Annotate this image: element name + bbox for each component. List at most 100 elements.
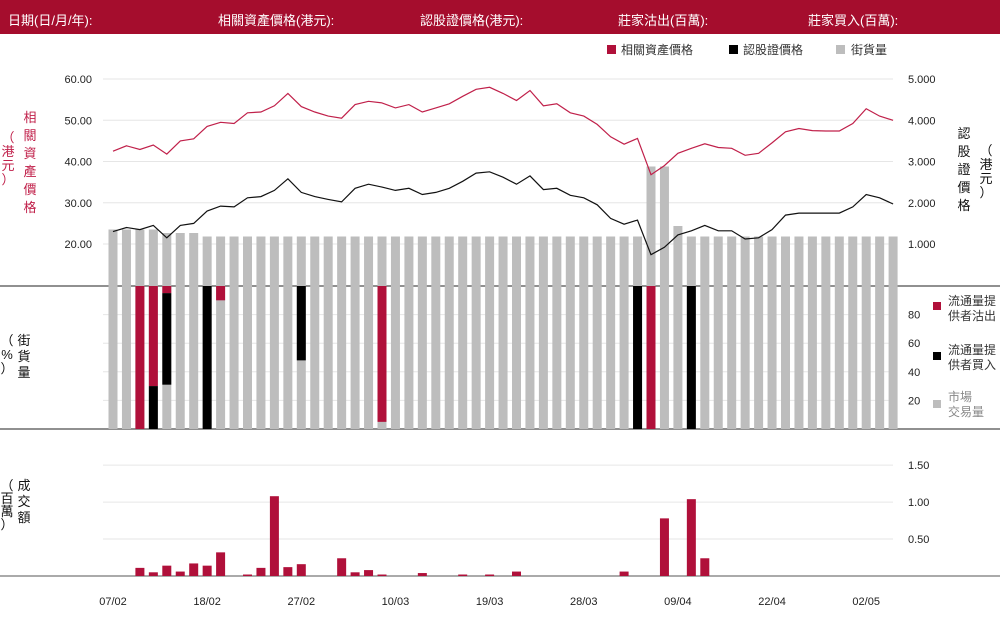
turnover-unit: （百萬） [0,478,13,532]
lp-sell-bar [148,286,158,387]
turnover-tick: 1.50 [908,460,929,472]
x-tick-label: 10/03 [382,596,410,608]
turnover-tick: 1.00 [908,497,929,509]
outstanding-bar [108,229,118,429]
turnover-bar [485,574,495,576]
outstanding-bar [283,236,293,429]
axis-ticks: 20.00 30.00 40.00 50.00 60.00 1.000 2.000 3.000… [64,74,935,608]
lp-sell-bar [377,286,387,422]
turnover-bar [162,565,172,576]
header-issuer-sold-label: 莊家沽出(百萬): [618,13,709,28]
side-legend-market-line1: 市場 [948,389,972,404]
outstanding-bar [754,236,764,429]
left-price-axis-label: 相關資產價格 （港元） [1,110,36,215]
side-legend-market-swatch [933,400,941,408]
outstanding-bar [216,236,226,429]
outstanding-bar [700,236,710,429]
outstanding-bar [834,236,844,429]
legend-outstanding-swatch [836,45,845,54]
header-date-label: 日期(日/月/年): [8,13,93,28]
header-underlying-price-label: 相關資產價格(港元): [218,13,335,28]
lp-buy-bar [686,286,696,429]
outstanding-bar [552,236,562,429]
outstanding-bar [659,166,669,429]
outstanding-bar [471,236,481,429]
header-issuer-bought-label: 莊家買入(百萬): [808,13,899,28]
outstanding-bar [875,236,885,429]
left-price-tick: 20.00 [64,239,92,251]
outstanding-tick: 20 [908,395,920,407]
outstanding-bar [673,226,683,429]
outstanding-title: 街貨量 [17,333,30,380]
outstanding-tick: 40 [908,367,920,379]
turnover-bar [202,565,212,576]
turnover-bar [337,558,347,576]
outstanding-bar [350,236,360,429]
side-legend-buy-line1: 流通量提 [948,342,996,357]
outstanding-tick: 60 [908,338,920,350]
x-tick-label: 02/05 [852,596,880,608]
outstanding-axis-label: 街貨量 （%） [0,333,30,380]
x-tick-label: 09/04 [664,596,692,608]
outstanding-bar [861,236,871,429]
outstanding-bar [364,236,374,429]
lp-buy-bar [162,293,172,385]
turnover-bar [256,567,266,576]
outstanding-bar [727,236,737,429]
side-legend-buy-line2: 供者買入 [948,358,996,372]
outstanding-bar [794,236,804,429]
outstanding-bar [619,236,629,429]
lp-buy-bar [296,286,306,361]
outstanding-bar [713,236,723,429]
outstanding-tick: 80 [908,310,920,322]
turnover-bar [283,567,293,576]
outstanding-bar [404,236,414,429]
outstanding-bar [807,236,817,429]
outstanding-bar [592,236,602,429]
turnover-bar [269,496,279,576]
outstanding-bar [189,233,199,429]
outstanding-bar [444,236,454,429]
right-price-tick: 3.000 [908,157,936,169]
outstanding-bar [848,236,858,429]
warrant-price-line [112,171,894,256]
x-tick-label: 27/02 [288,596,316,608]
lp-sell-bar [135,286,145,429]
left-price-unit: （港元） [1,130,14,187]
turnover-bar [686,499,696,576]
outstanding-bar [485,236,495,429]
turnover-axis-label: 成交額 （百萬） [0,478,30,532]
side-legend-sell-swatch [933,302,941,310]
right-price-tick: 1.000 [908,239,936,251]
turnover-bar [458,574,468,576]
left-price-title: 相關資產價格 [23,110,36,215]
right-price-axis-label: 認股證價格 （港元） [957,126,992,213]
legend-outstanding: 街貨量 [851,42,887,57]
outstanding-bar [417,236,427,429]
right-price-unit: （港元） [979,143,992,200]
outstanding-bar [579,236,589,429]
price-lines [112,86,894,256]
x-tick-label: 22/04 [758,596,786,608]
outstanding-bar [431,236,441,429]
turnover-bar [135,567,145,576]
turnover-bar [619,571,629,576]
turnover-bar [175,571,185,576]
outstanding-bar [767,236,777,429]
outstanding-bar [229,236,239,429]
outstanding-bar [121,229,131,429]
legend: 相關資產價格 認股證價格 街貨量 [607,42,887,57]
lp-buy-bar [633,286,643,429]
right-price-tick: 2.000 [908,198,936,210]
lp-sell-bar [216,286,226,301]
outstanding-bar [888,236,898,429]
outstanding-bar [821,236,831,429]
outstanding-bar [269,236,279,429]
outstanding-bar [243,236,252,429]
underlying-price-line [112,86,894,176]
volume-bars [135,286,696,429]
right-price-title: 認股證價格 [957,126,970,213]
turnover-bar [216,552,226,576]
outstanding-bar [525,236,535,429]
lp-sell-bar [162,286,172,294]
